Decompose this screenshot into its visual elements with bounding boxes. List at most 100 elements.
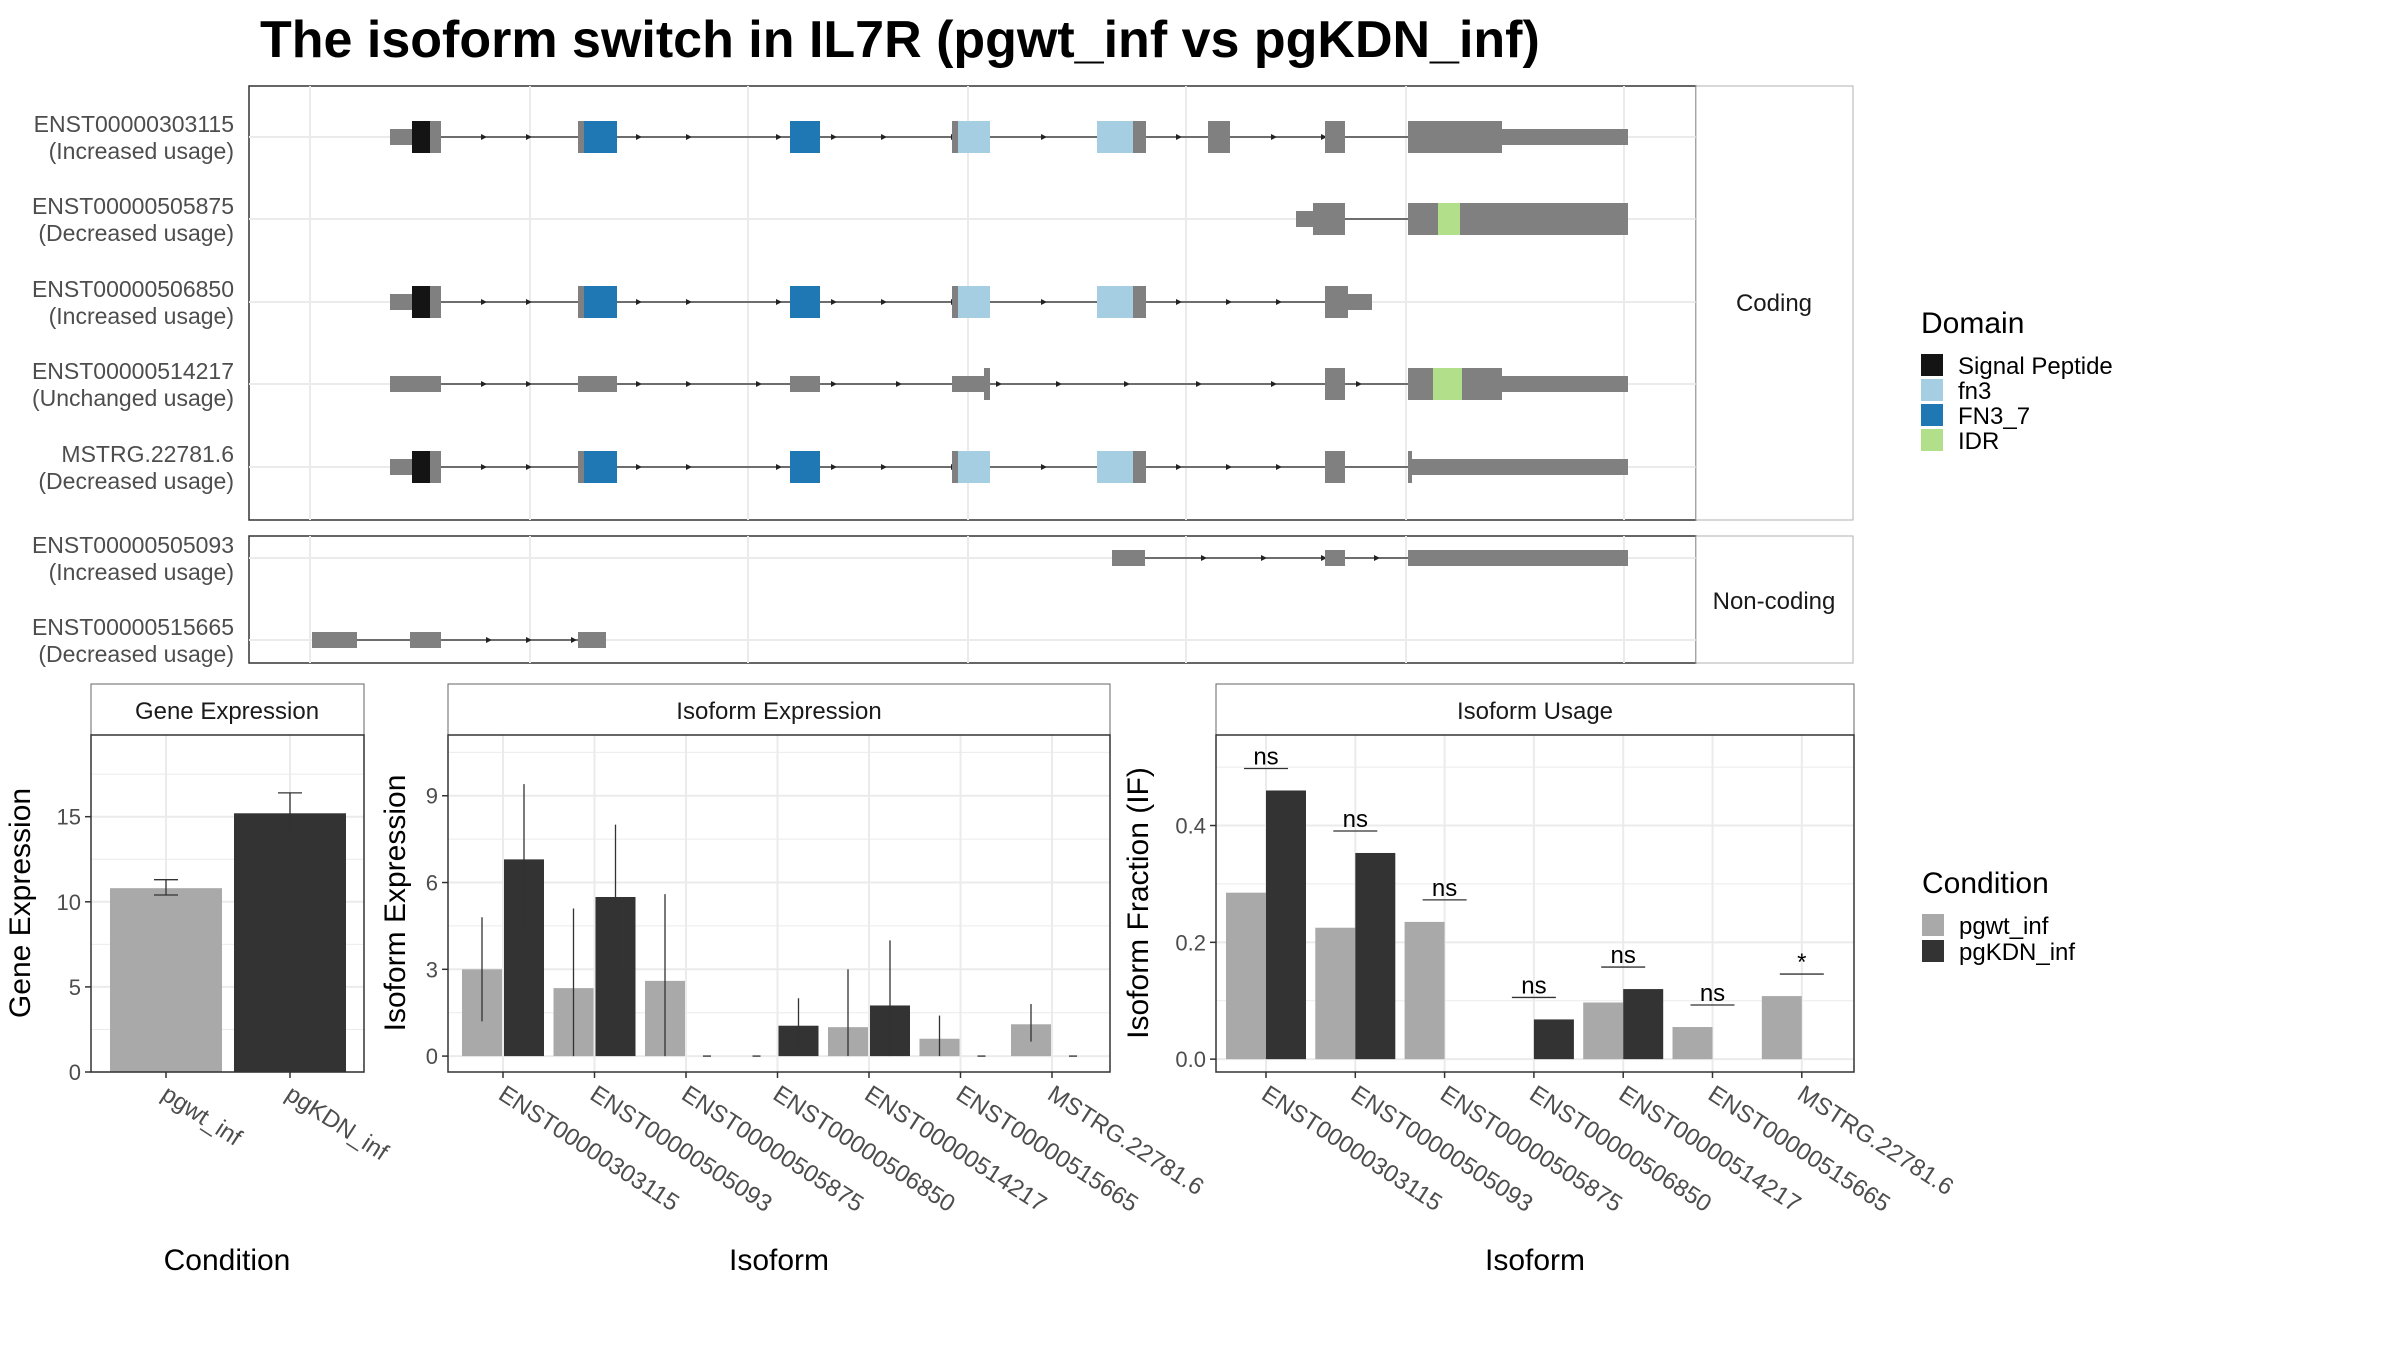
legend-label: Signal Peptide bbox=[1958, 353, 2113, 380]
transcript-label-status: (Increased usage) bbox=[49, 138, 234, 164]
noncoding-transcript-tracks bbox=[312, 550, 1628, 648]
exon-block bbox=[1412, 459, 1628, 475]
exon-block bbox=[1325, 451, 1345, 483]
bar bbox=[1315, 927, 1356, 1060]
plot-border bbox=[447, 734, 1111, 1073]
bar-marks bbox=[462, 784, 1077, 1057]
intron-direction-arrow bbox=[776, 134, 782, 140]
significance-label: ns bbox=[1521, 972, 1546, 999]
panel-strip bbox=[1215, 683, 1855, 736]
transcript-labels: ENST00000303115 (Increased usage) ENST00… bbox=[32, 111, 234, 667]
noncoding-strip bbox=[1695, 535, 1854, 664]
exon-block bbox=[1325, 550, 1345, 566]
bar-marks: ns ns ns ns ns ns * bbox=[1226, 743, 1824, 1060]
figure-title: The isoform switch in IL7R (pgwt_inf vs … bbox=[260, 11, 1540, 69]
exon-block bbox=[984, 368, 990, 400]
transcript-panel-noncoding: Non-coding bbox=[248, 535, 1854, 664]
domain-block bbox=[1097, 121, 1133, 153]
domain-block bbox=[412, 451, 430, 483]
intron-direction-arrow bbox=[996, 381, 1002, 387]
exon-block bbox=[1462, 368, 1502, 400]
significance-label: * bbox=[1797, 949, 1806, 976]
exon-block bbox=[1408, 451, 1412, 483]
x-tick-label: pgwt_inf bbox=[157, 1080, 247, 1152]
exon-block bbox=[790, 376, 820, 392]
exon-block bbox=[952, 376, 984, 392]
x-axis-ticks: pgwt_inf pgKDN_inf bbox=[157, 1072, 393, 1166]
exon-block bbox=[1460, 203, 1502, 235]
exon-block bbox=[390, 459, 412, 475]
domain-block bbox=[412, 121, 430, 153]
intron-direction-arrow bbox=[1176, 464, 1182, 470]
intron-direction-arrow bbox=[776, 299, 782, 305]
y-axis-label: Gene Expression bbox=[4, 788, 37, 1018]
intron-direction-arrow bbox=[756, 381, 762, 387]
bar bbox=[1226, 892, 1266, 1060]
significance-label: ns bbox=[1700, 980, 1725, 1007]
legend-swatch-signal-peptide bbox=[1921, 354, 1943, 376]
intron-direction-arrow bbox=[526, 637, 532, 643]
exon-block bbox=[578, 632, 606, 648]
intron-direction-arrow bbox=[1321, 555, 1327, 561]
intron-direction-arrow bbox=[636, 464, 642, 470]
intron-direction-arrow bbox=[1056, 381, 1062, 387]
intron-direction-arrow bbox=[1176, 134, 1182, 140]
condition-legend: Condition pgwt_inf pgKDN_inf bbox=[1922, 867, 2075, 966]
intron-direction-arrow bbox=[1271, 381, 1277, 387]
exon-block bbox=[1133, 286, 1146, 318]
legend-label: pgKDN_inf bbox=[1959, 939, 2075, 966]
bar bbox=[1623, 989, 1664, 1060]
intron-direction-arrow bbox=[1124, 381, 1130, 387]
y-tick-label: 0.4 bbox=[1175, 814, 1206, 839]
coding-strip-label: Coding bbox=[1736, 290, 1812, 317]
intron-direction-arrow bbox=[571, 637, 577, 643]
domain-legend: Domain Signal Peptide fn3 FN3_7 IDR bbox=[1921, 307, 2113, 455]
intron-direction-arrow bbox=[1176, 299, 1182, 305]
exon-block bbox=[390, 294, 412, 310]
intron-direction-arrow bbox=[1201, 555, 1207, 561]
panel-strip bbox=[90, 683, 365, 736]
transcript-track bbox=[1296, 203, 1628, 235]
exon-block bbox=[1408, 550, 1628, 566]
domain-block bbox=[790, 286, 820, 318]
transcript-label-status: (Increased usage) bbox=[49, 559, 234, 585]
exon-block bbox=[578, 451, 584, 483]
legend-label: FN3_7 bbox=[1958, 403, 2030, 430]
legend-label: fn3 bbox=[1958, 378, 1991, 405]
transcript-label-status: (Increased usage) bbox=[49, 303, 234, 329]
transcript-label-id: ENST00000303115 bbox=[34, 111, 234, 137]
legend-label: IDR bbox=[1958, 428, 1999, 455]
exon-block bbox=[430, 121, 441, 153]
panel-strip-label: Isoform Usage bbox=[1457, 698, 1613, 725]
legend-swatch-pgwt-inf bbox=[1922, 914, 1944, 936]
intron-direction-arrow bbox=[1276, 464, 1282, 470]
transcript-label-id: ENST00000514217 bbox=[32, 358, 234, 384]
transcript-label-status: (Decreased usage) bbox=[38, 220, 234, 246]
intron-direction-arrow bbox=[1261, 555, 1267, 561]
exon-block bbox=[1325, 286, 1348, 318]
plot-area bbox=[448, 735, 1110, 1072]
transcript-panel-coding: Coding bbox=[248, 85, 1854, 521]
exon-block bbox=[952, 286, 958, 318]
intron-direction-arrow bbox=[831, 381, 837, 387]
intron-direction-arrow bbox=[1041, 299, 1047, 305]
x-axis-label: Isoform bbox=[1485, 1244, 1585, 1277]
transcript-track bbox=[390, 121, 1628, 153]
bar bbox=[1583, 1002, 1624, 1060]
domain-block bbox=[958, 451, 990, 483]
exon-block bbox=[390, 129, 412, 145]
exon-block bbox=[430, 286, 441, 318]
legend-swatch-fn3-7 bbox=[1921, 404, 1943, 426]
x-axis-label: Condition bbox=[164, 1244, 291, 1277]
exon-block bbox=[1408, 368, 1433, 400]
domain-block bbox=[790, 121, 820, 153]
y-axis-label: Isoform Fraction (IF) bbox=[1122, 767, 1155, 1039]
exon-block bbox=[1348, 294, 1372, 310]
transcript-track bbox=[312, 632, 606, 648]
exon-block bbox=[1325, 368, 1345, 400]
domain-block bbox=[584, 286, 617, 318]
x-axis-ticks: ENST00000303115ENST00000505093ENST000005… bbox=[494, 1072, 1208, 1218]
intron-direction-arrow bbox=[481, 381, 487, 387]
y-tick-label: 6 bbox=[426, 871, 438, 896]
bar bbox=[1672, 1027, 1713, 1060]
